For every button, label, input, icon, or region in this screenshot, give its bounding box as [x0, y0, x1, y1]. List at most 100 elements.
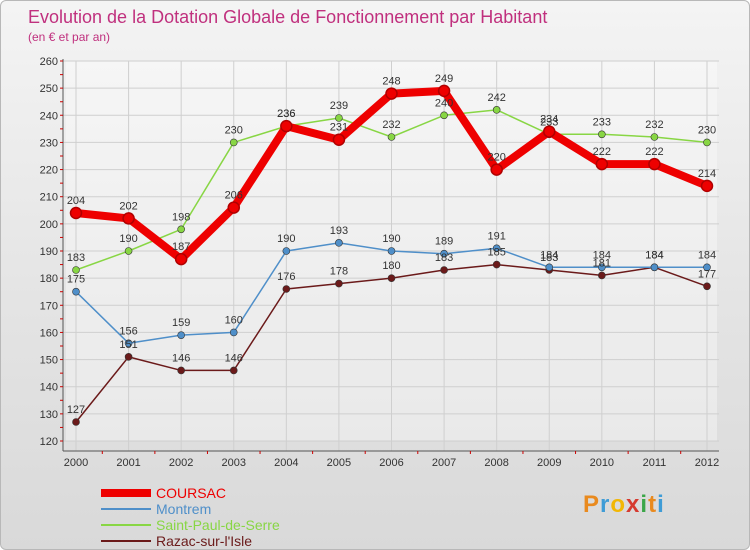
y-tick-label: 240: [40, 110, 58, 122]
series: [69, 84, 714, 426]
data-label: 249: [435, 73, 453, 85]
logo-letter: P: [583, 491, 601, 518]
series-3-point: [282, 285, 291, 293]
y-tick-label: 190: [40, 246, 58, 258]
series-1-point: [72, 287, 80, 296]
data-label: 183: [435, 252, 453, 264]
data-label: 190: [382, 233, 400, 245]
y-tick-label: 170: [40, 300, 58, 312]
data-label: 156: [119, 325, 137, 337]
series-2-point: [72, 266, 80, 274]
x-tick-label: 2010: [590, 457, 614, 469]
data-label: 187: [172, 241, 190, 253]
series-0-point: [227, 201, 240, 214]
series-1-point: [545, 263, 554, 272]
data-label: 232: [382, 119, 400, 131]
data-label: 190: [277, 233, 295, 245]
y-tick-label: 140: [40, 382, 58, 394]
legend-label-3: Razac-sur-l'Isle: [156, 533, 252, 549]
logo-letter: o: [610, 491, 627, 518]
x-tick-label: 2012: [695, 457, 719, 469]
series-3-point: [598, 271, 606, 280]
series-3-point: [335, 279, 343, 288]
series-0-point: [543, 125, 556, 138]
data-label: 240: [435, 97, 453, 109]
logo-letter: i: [657, 491, 665, 518]
series-0-point: [700, 179, 714, 193]
data-label: 222: [593, 146, 611, 158]
x-tick-label: 2000: [64, 457, 88, 469]
series-1-point: [229, 328, 238, 337]
data-label: 175: [67, 274, 85, 286]
data-label: 176: [277, 271, 295, 283]
x-tick-label: 2007: [432, 457, 456, 469]
x-tick-label: 2005: [327, 457, 351, 469]
data-label: 184: [540, 249, 558, 261]
proxiti-logo: Proxiti: [583, 491, 665, 519]
data-label: 204: [67, 195, 85, 207]
x-tick-label: 2009: [537, 457, 561, 469]
series-2-point: [177, 225, 185, 234]
legend-label-1: Montrem: [156, 501, 211, 517]
x-tick-label: 2003: [222, 457, 246, 469]
series-3-point: [72, 418, 80, 426]
series-3-point: [703, 282, 711, 291]
series-3-point: [229, 366, 238, 375]
x-tick-label: 2008: [484, 457, 508, 469]
data-label: 190: [119, 233, 137, 245]
series-2-point: [492, 106, 501, 114]
data-label: 184: [645, 249, 663, 261]
y-tick-label: 200: [40, 219, 58, 231]
axes: 120 130 140 150 160 170 180 190 200 210 220 230 240 2…: [40, 56, 720, 469]
x-tick-label: 2011: [643, 457, 667, 469]
y-tick-label: 230: [40, 137, 58, 149]
series-1-point: [124, 339, 133, 348]
data-label: 222: [645, 146, 663, 158]
data-label: 234: [540, 114, 558, 126]
data-label: 202: [119, 200, 137, 212]
data-label: 151: [119, 339, 137, 351]
data-label: 184: [593, 249, 611, 261]
x-tick-label: 2001: [116, 457, 140, 469]
data-label: 184: [645, 249, 663, 261]
series-1-point: [598, 263, 606, 272]
data-label: 230: [698, 124, 716, 136]
series-0-point: [122, 212, 135, 225]
data-label: 159: [172, 317, 190, 329]
data-label: 181: [593, 257, 611, 269]
series-2-point: [598, 130, 606, 139]
series-0-point: [595, 157, 609, 171]
series-2-point: [650, 133, 659, 141]
data-label: 185: [487, 247, 505, 259]
chart-subtitle: (en € et par an): [28, 30, 110, 44]
legend: COURSACMontremSaint-Paul-de-SerreRazac-s…: [101, 485, 280, 549]
x-tick-label: 2002: [169, 457, 193, 469]
logo-letter: x: [626, 491, 641, 518]
series-3-point: [492, 260, 501, 269]
series-0-point: [332, 133, 346, 146]
series-2-point: [229, 138, 238, 147]
series-1-point: [387, 247, 396, 255]
data-label: 189: [435, 236, 453, 248]
data-label: 198: [172, 211, 190, 223]
data-label: 242: [487, 92, 505, 104]
series-2-point: [703, 138, 711, 147]
data-label: 231: [330, 122, 348, 134]
data-label: 191: [487, 230, 505, 242]
series-1-point: [282, 247, 291, 255]
data-label: 230: [225, 124, 243, 136]
y-tick-label: 160: [40, 327, 58, 339]
data-label: 184: [698, 249, 716, 261]
data-label: 178: [330, 266, 348, 278]
series-3-point: [440, 266, 448, 274]
legend-label-0: COURSAC: [156, 485, 226, 501]
y-tick-label: 150: [40, 355, 58, 367]
series-0-point: [174, 252, 188, 266]
data-label: 193: [330, 225, 348, 237]
series-1-point: [177, 331, 185, 339]
legend-label-2: Saint-Paul-de-Serre: [156, 517, 280, 533]
y-tick-label: 250: [40, 83, 58, 95]
series-1-point: [335, 239, 343, 247]
